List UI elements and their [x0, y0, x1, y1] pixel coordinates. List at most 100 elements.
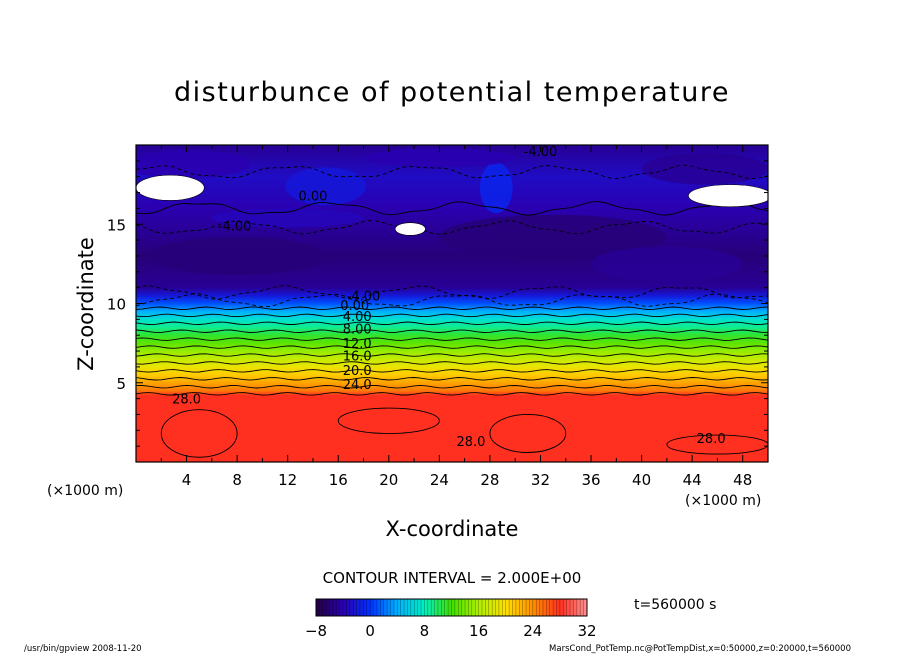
contour-label: 0.00 — [340, 299, 369, 314]
contour-line — [136, 285, 768, 300]
x-tick-label: 16 — [329, 471, 348, 489]
x-axis-label: X-coordinate — [386, 517, 519, 541]
contour-label: 16.0 — [343, 350, 372, 365]
colorbar-cell — [471, 599, 476, 616]
colorbar-cell — [529, 599, 534, 616]
contour-line — [136, 321, 768, 326]
colorbar-cell — [363, 599, 368, 616]
colorbar-cell — [468, 599, 473, 616]
missing-data-region — [394, 222, 426, 236]
chart-title: disturbunce of potential temperature — [174, 77, 730, 108]
contour-line — [337, 407, 440, 434]
contour-interval-label: CONTOUR INTERVAL = 2.000E+00 — [323, 569, 582, 587]
colorbar-cell — [360, 599, 364, 616]
colorbar-cell — [322, 599, 327, 616]
colorbar-cell — [346, 599, 351, 616]
contour-label: 12.0 — [343, 337, 372, 352]
x-tick-label: 36 — [581, 471, 600, 489]
colorbar-cell — [410, 599, 415, 616]
x-tick-label: 40 — [632, 471, 651, 489]
colorbar-ticks: −8 0 8 16 24 32 — [305, 622, 597, 640]
contour-label: 4.00 — [343, 310, 372, 325]
colorbar-cell — [441, 599, 446, 616]
contour-label: -4.00 — [347, 289, 381, 304]
colorbar-cell — [515, 599, 520, 616]
colorbar-cell — [488, 599, 493, 616]
colorbar-tick-label: 16 — [469, 622, 488, 640]
field-patch — [285, 167, 367, 206]
contour-line — [136, 392, 768, 396]
colorbar-cell — [573, 599, 578, 616]
y-axis-label: Z-coordinate — [74, 237, 98, 371]
contour-line — [136, 313, 768, 318]
colorbar-cell — [316, 599, 320, 616]
colorbar-cell — [512, 599, 517, 616]
missing-data-region — [136, 174, 205, 201]
colorbar-cell — [414, 599, 418, 616]
contour-line — [136, 361, 768, 365]
contour-label: 8.00 — [343, 323, 372, 338]
colorbar-cell — [495, 599, 500, 616]
contour-label: 24.0 — [343, 378, 372, 393]
contour-line — [136, 337, 768, 341]
colorbar-cell — [576, 599, 581, 616]
contour-label: 28.0 — [172, 392, 201, 407]
colorbar-cell — [522, 599, 527, 616]
colorbar-cell — [356, 599, 361, 616]
colorbar-cell — [349, 599, 354, 616]
colorbar-tick-label: 32 — [577, 622, 596, 640]
colorbar-cell — [451, 599, 456, 616]
colorbar-cell — [329, 599, 334, 616]
colorbar-cell — [370, 599, 374, 616]
field-background — [136, 145, 768, 462]
colorbar-cell — [332, 599, 337, 616]
x-tick-label: 28 — [480, 471, 499, 489]
contour-line — [136, 293, 768, 308]
colorbar-cell — [492, 599, 496, 616]
x-tick-label: 24 — [430, 471, 449, 489]
colorbar-cell — [475, 599, 479, 616]
contour-line — [136, 329, 768, 333]
colorbar-tick-label: 8 — [420, 622, 430, 640]
contour-line — [136, 220, 768, 235]
colorbar-cell — [556, 599, 561, 616]
field-patch — [439, 214, 667, 260]
contour-label: 0.00 — [298, 189, 327, 204]
field-patch — [591, 246, 743, 282]
colorbar-cell — [454, 599, 459, 616]
colorbar-cell — [478, 599, 483, 616]
colorbar-cell — [485, 599, 490, 616]
colorbar — [315, 598, 588, 617]
colorbar-cell — [373, 599, 378, 616]
colorbar-frame — [315, 598, 588, 617]
colorbar-cell — [526, 599, 530, 616]
colorbar-cell — [498, 599, 503, 616]
missing-data-region — [688, 184, 768, 208]
colorbar-cell — [570, 599, 574, 616]
colorbar-cell — [553, 599, 557, 616]
colorbar-cell — [431, 599, 435, 616]
contour-line — [160, 409, 238, 458]
colorbar-cell — [319, 599, 324, 616]
colorbar-cell — [424, 599, 429, 616]
missing-data-regions — [136, 174, 768, 236]
colorbar-tick-label: −8 — [305, 622, 327, 640]
colorbar-cell — [380, 599, 385, 616]
contour-lines — [136, 164, 768, 458]
colorbar-cell — [509, 599, 513, 616]
colorbar-cell — [519, 599, 523, 616]
colorbar-cell — [366, 599, 371, 616]
colorbar-cell — [502, 599, 506, 616]
colorbar-cell — [437, 599, 442, 616]
colorbar-cell — [566, 599, 571, 616]
contour-line — [136, 164, 768, 180]
colorbar-cell — [458, 599, 462, 616]
colorbar-cell — [407, 599, 412, 616]
y-tick-label: 5 — [116, 375, 126, 393]
colorbar-cell — [559, 599, 564, 616]
colorbar-cell — [481, 599, 486, 616]
colorbar-cell — [343, 599, 347, 616]
y-axis: 5 10 15 — [107, 160, 768, 447]
field-patch — [363, 148, 516, 168]
